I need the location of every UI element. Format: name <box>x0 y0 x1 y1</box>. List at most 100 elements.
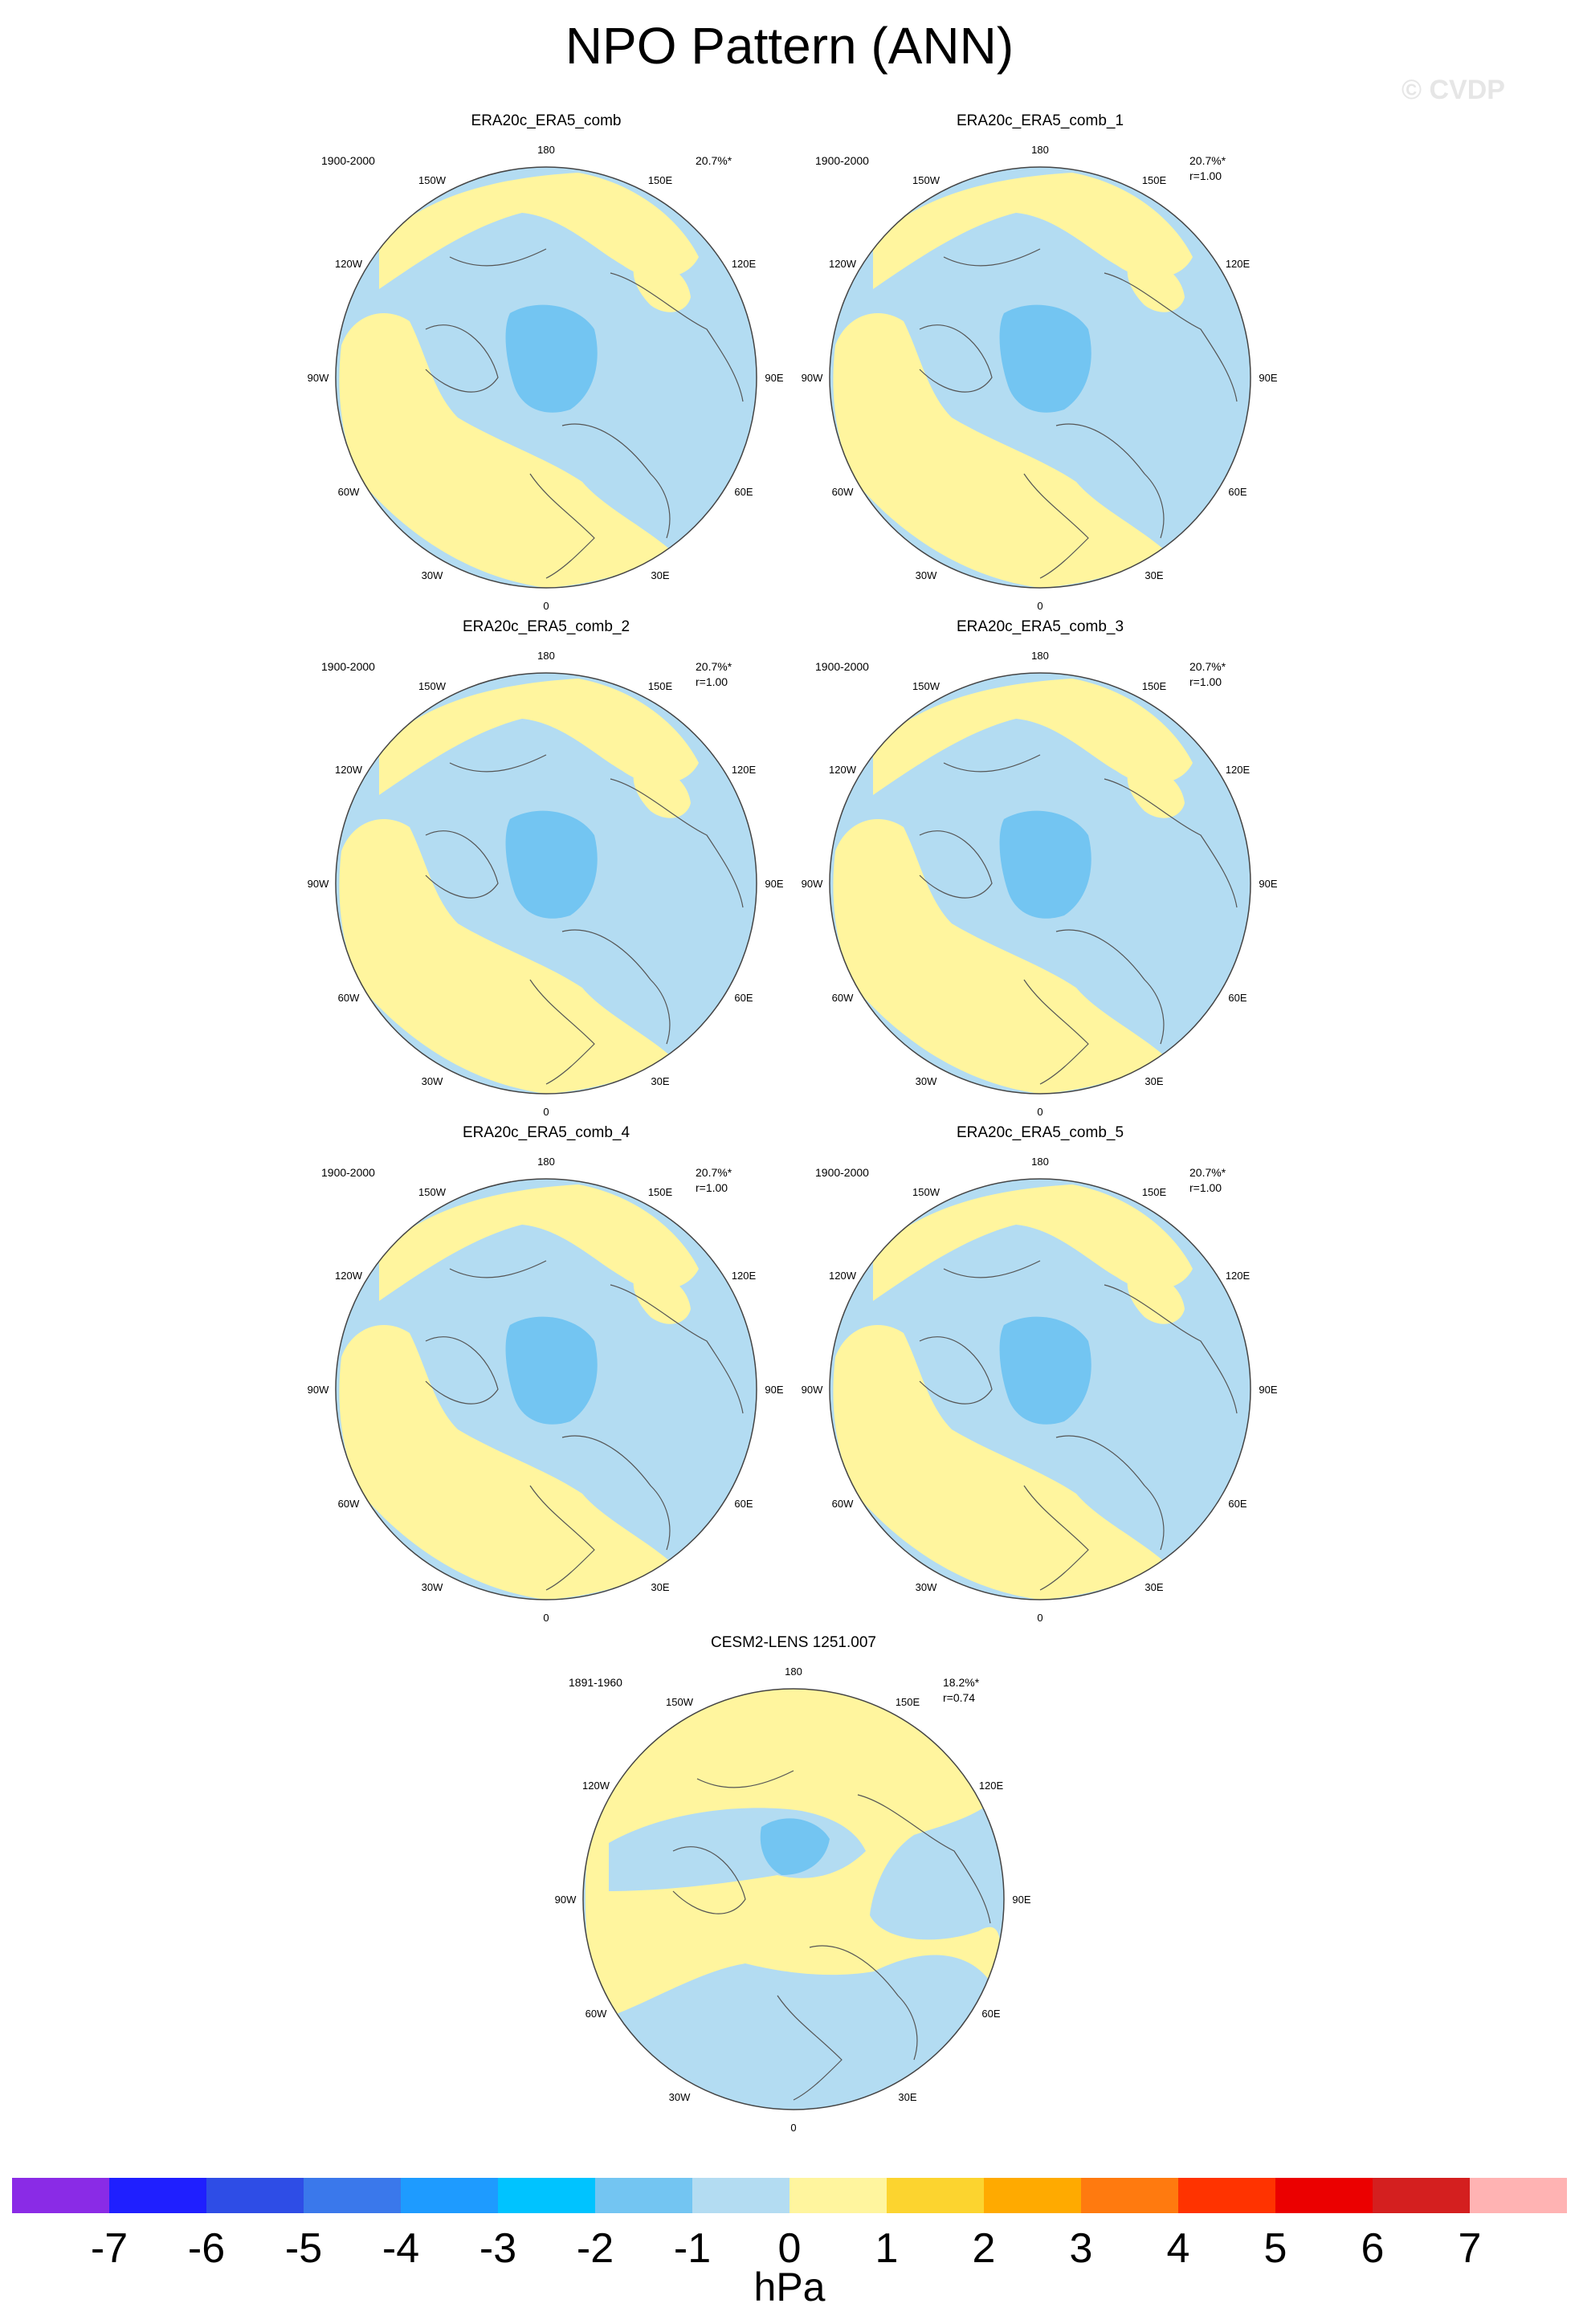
strong-negative-anomaly-region <box>999 304 1091 413</box>
longitude-label: 30W <box>916 1581 937 1593</box>
colorbar-tick-label: 5 <box>1263 2225 1287 2272</box>
coastline <box>1055 423 1165 539</box>
coastline <box>1023 1485 1089 1591</box>
colorbar-tick-label: -7 <box>90 2225 129 2272</box>
colorbar-tick-label: 4 <box>1166 2225 1190 2272</box>
longitude-label: 120W <box>335 258 363 270</box>
period-label: 1900-2000 <box>815 1166 869 1179</box>
longitude-label: 120W <box>829 1270 857 1282</box>
polar-map: 180 150E 120E 90E 60E 30E 0 30W 60W 90W 120W 150W <box>802 650 1278 1118</box>
longitude-label: 60E <box>734 1498 753 1510</box>
coastline <box>561 1435 671 1551</box>
longitude-label: 60W <box>338 1498 360 1510</box>
longitude-label: 30E <box>1144 1581 1163 1593</box>
colorbar-tick-label: 7 <box>1458 2225 1482 2272</box>
map-border <box>829 672 1251 1095</box>
strong-negative-anomaly-region <box>760 1818 830 1875</box>
longitude-label: 90E <box>765 1384 783 1396</box>
colorbar-tick-label: 2 <box>972 2225 996 2272</box>
variance-explained: 18.2%* <box>943 1676 980 1689</box>
panel-title: ERA20c_ERA5_comb <box>471 112 622 129</box>
coastline <box>529 979 595 1085</box>
longitude-label: 150W <box>418 1186 447 1198</box>
coastline <box>857 1794 991 1924</box>
longitude-label: 120E <box>732 258 757 270</box>
longitude-label: 150E <box>648 1186 673 1198</box>
positive-anomaly-region <box>873 173 1193 289</box>
coastline <box>610 778 744 908</box>
positive-anomaly-region <box>833 819 1165 1094</box>
colorbar-tick-label: -3 <box>479 2225 517 2272</box>
coastline <box>777 1995 843 2101</box>
map-border <box>335 166 757 589</box>
positive-anomaly-region <box>339 1325 671 1600</box>
longitude-label: 90W <box>802 878 823 890</box>
coastline <box>449 1260 547 1278</box>
page-title: NPO Pattern (ANN) <box>565 17 1014 75</box>
map-border <box>335 1178 757 1600</box>
period-label: 1900-2000 <box>815 154 869 167</box>
longitude-label: 60W <box>832 992 854 1004</box>
longitude-label: 30W <box>669 2091 691 2103</box>
coastline <box>1104 778 1238 908</box>
longitude-label: 120E <box>732 1270 757 1282</box>
map-panel: 180 150E 120E 90E 60E 30E 0 30W 60W 90W 120W 150W CE… <box>553 1634 1034 2140</box>
longitude-label: 120E <box>1226 258 1251 270</box>
positive-anomaly-region <box>873 679 1193 795</box>
longitude-label: 30W <box>916 569 937 581</box>
longitude-label: 90E <box>765 372 783 384</box>
colorbar-tick-label: 1 <box>875 2225 899 2272</box>
polar-map: 180 150E 120E 90E 60E 30E 0 30W 60W 90W 120W 150W <box>308 144 784 612</box>
strong-negative-anomaly-region <box>999 810 1091 919</box>
coastline <box>919 324 993 393</box>
longitude-label: 150E <box>1142 1186 1167 1198</box>
polar-map: 180 150E 120E 90E 60E 30E 0 30W 60W 90W 120W 150W <box>802 1156 1278 1624</box>
longitude-label: 0 <box>1037 1106 1042 1118</box>
pattern-correlation: r=0.74 <box>943 1691 976 1704</box>
coastline <box>919 830 993 899</box>
longitude-label: 120W <box>829 258 857 270</box>
variance-explained: 20.7%* <box>1189 154 1226 167</box>
map-panel: 180 150E 120E 90E 60E 30E 0 30W 60W 90W 120W 150W ER… <box>305 618 787 1124</box>
watermark-text: © CVDP <box>1402 75 1505 105</box>
colorbar-tick-labels: -7 -6 -5 -4 -3 -2 -1 0 1 2 3 4 5 6 7 <box>0 2224 1579 2273</box>
colorbar-swatch <box>1275 2178 1373 2213</box>
longitude-label: 30E <box>651 1581 669 1593</box>
longitude-label: 90E <box>1259 878 1277 890</box>
longitude-label: 60E <box>734 992 753 1004</box>
colorbar-swatch <box>12 2178 110 2213</box>
longitude-label: 150W <box>912 1186 940 1198</box>
variance-explained: 20.7%* <box>1189 1166 1226 1179</box>
longitude-label: 90W <box>308 878 329 890</box>
longitude-label: 90E <box>1259 372 1277 384</box>
coastline <box>919 1336 993 1405</box>
strong-negative-anomaly-region <box>505 1316 598 1425</box>
coastline <box>1104 272 1238 402</box>
colorbar-swatch <box>401 2178 499 2213</box>
map-border <box>829 1178 1251 1600</box>
longitude-label: 150E <box>896 1696 920 1708</box>
period-label: 1900-2000 <box>321 660 375 673</box>
map-panel: 180 150E 120E 90E 60E 30E 0 30W 60W 90W 120W 150W ER… <box>305 112 787 618</box>
pattern-correlation: r=1.00 <box>1189 169 1222 182</box>
map-panel: 180 150E 120E 90E 60E 30E 0 30W 60W 90W 120W 150W ER… <box>799 618 1281 1124</box>
coastline <box>672 1846 746 1914</box>
coastline <box>1023 473 1089 579</box>
map-border <box>829 166 1251 589</box>
longitude-label: 120W <box>829 764 857 776</box>
longitude-label: 120E <box>732 764 757 776</box>
longitude-label: 90E <box>1259 1384 1277 1396</box>
pattern-correlation: r=1.00 <box>696 675 728 688</box>
colorbar-swatch <box>692 2178 790 2213</box>
colorbar-tick-label: 0 <box>777 2225 802 2272</box>
longitude-label: 180 <box>1031 144 1049 156</box>
longitude-label: 90W <box>802 372 823 384</box>
colorbar-swatch <box>206 2178 304 2213</box>
longitude-label: 60E <box>734 486 753 498</box>
longitude-label: 120W <box>335 1270 363 1282</box>
variance-explained: 20.7%* <box>696 1166 732 1179</box>
positive-anomaly-region <box>833 1325 1165 1600</box>
colorbar-swatch <box>109 2178 207 2213</box>
longitude-label: 30W <box>422 569 443 581</box>
longitude-label: 0 <box>543 1106 549 1118</box>
